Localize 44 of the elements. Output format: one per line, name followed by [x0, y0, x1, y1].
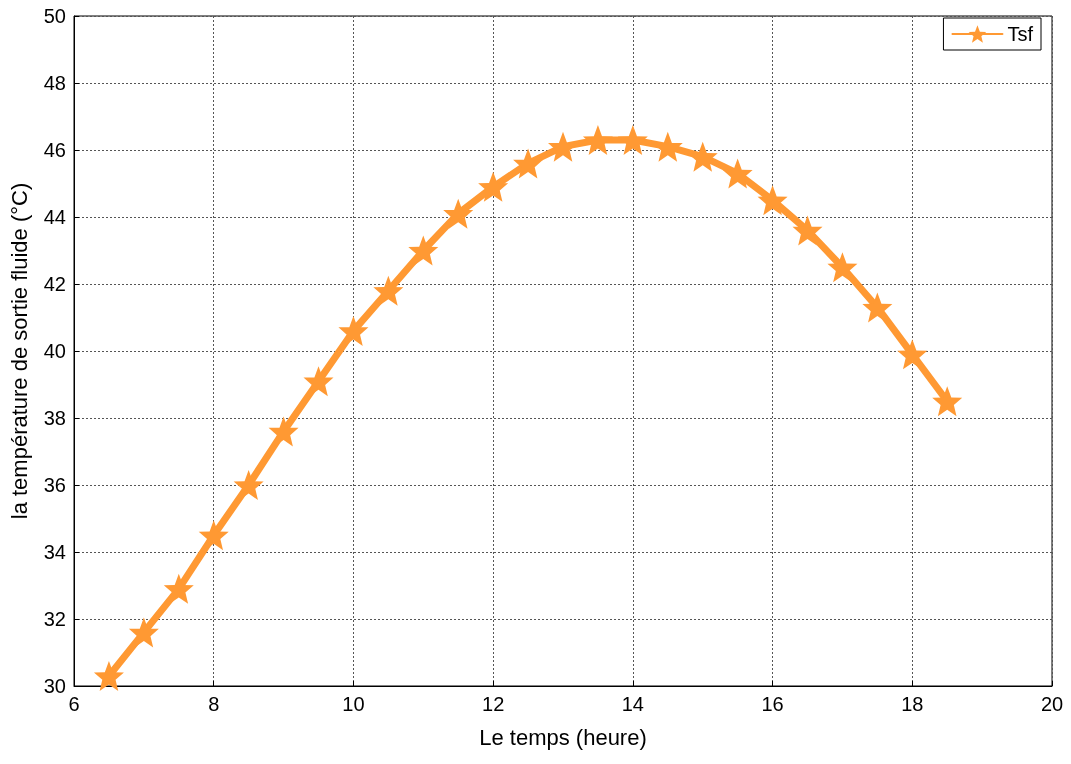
point: [757, 185, 788, 216]
x-tick-label: 16: [761, 693, 784, 715]
y-tick-label: 40: [43, 340, 66, 362]
legend-label: Tsf: [1007, 23, 1034, 45]
point: [198, 520, 229, 551]
y-axis-title: la température de sortie fluide (°C): [6, 182, 32, 520]
x-axis-title: Le temps (heure): [479, 724, 647, 750]
x-tick-label: 14: [621, 693, 644, 715]
point: [338, 315, 369, 346]
point: [862, 292, 893, 323]
x-tick-label: 18: [901, 693, 924, 715]
x-tick-label: 6: [68, 693, 80, 715]
point: [827, 252, 858, 283]
point: [792, 215, 823, 246]
point: [443, 198, 474, 229]
point: [478, 171, 509, 202]
y-tick-label: 38: [43, 407, 66, 429]
y-tick-label: 48: [43, 72, 66, 94]
x-tick-label: 20: [1040, 693, 1064, 715]
y-tick-label: 42: [43, 273, 66, 295]
y-tick-label: 36: [43, 474, 66, 496]
y-tick-label: 44: [43, 206, 66, 228]
point: [93, 660, 124, 691]
point: [722, 158, 753, 189]
point: [163, 573, 194, 604]
point: [268, 416, 299, 447]
point: [128, 617, 159, 648]
point: [897, 339, 928, 370]
point: [617, 124, 648, 155]
point: [233, 470, 264, 500]
y-tick-label: 30: [43, 675, 66, 697]
point: [513, 148, 544, 179]
x-tick-label: 8: [208, 693, 220, 715]
y-tick-label: 32: [43, 608, 66, 630]
x-tick-label: 10: [342, 693, 365, 715]
point: [303, 366, 334, 397]
point: [408, 235, 439, 266]
point: [932, 386, 963, 417]
point: [582, 124, 613, 155]
x-tick-label: 12: [482, 693, 505, 715]
y-tick-label: 46: [43, 139, 66, 161]
y-tick-label: 50: [43, 5, 66, 27]
point: [373, 275, 404, 306]
y-tick-label: 34: [43, 541, 66, 563]
